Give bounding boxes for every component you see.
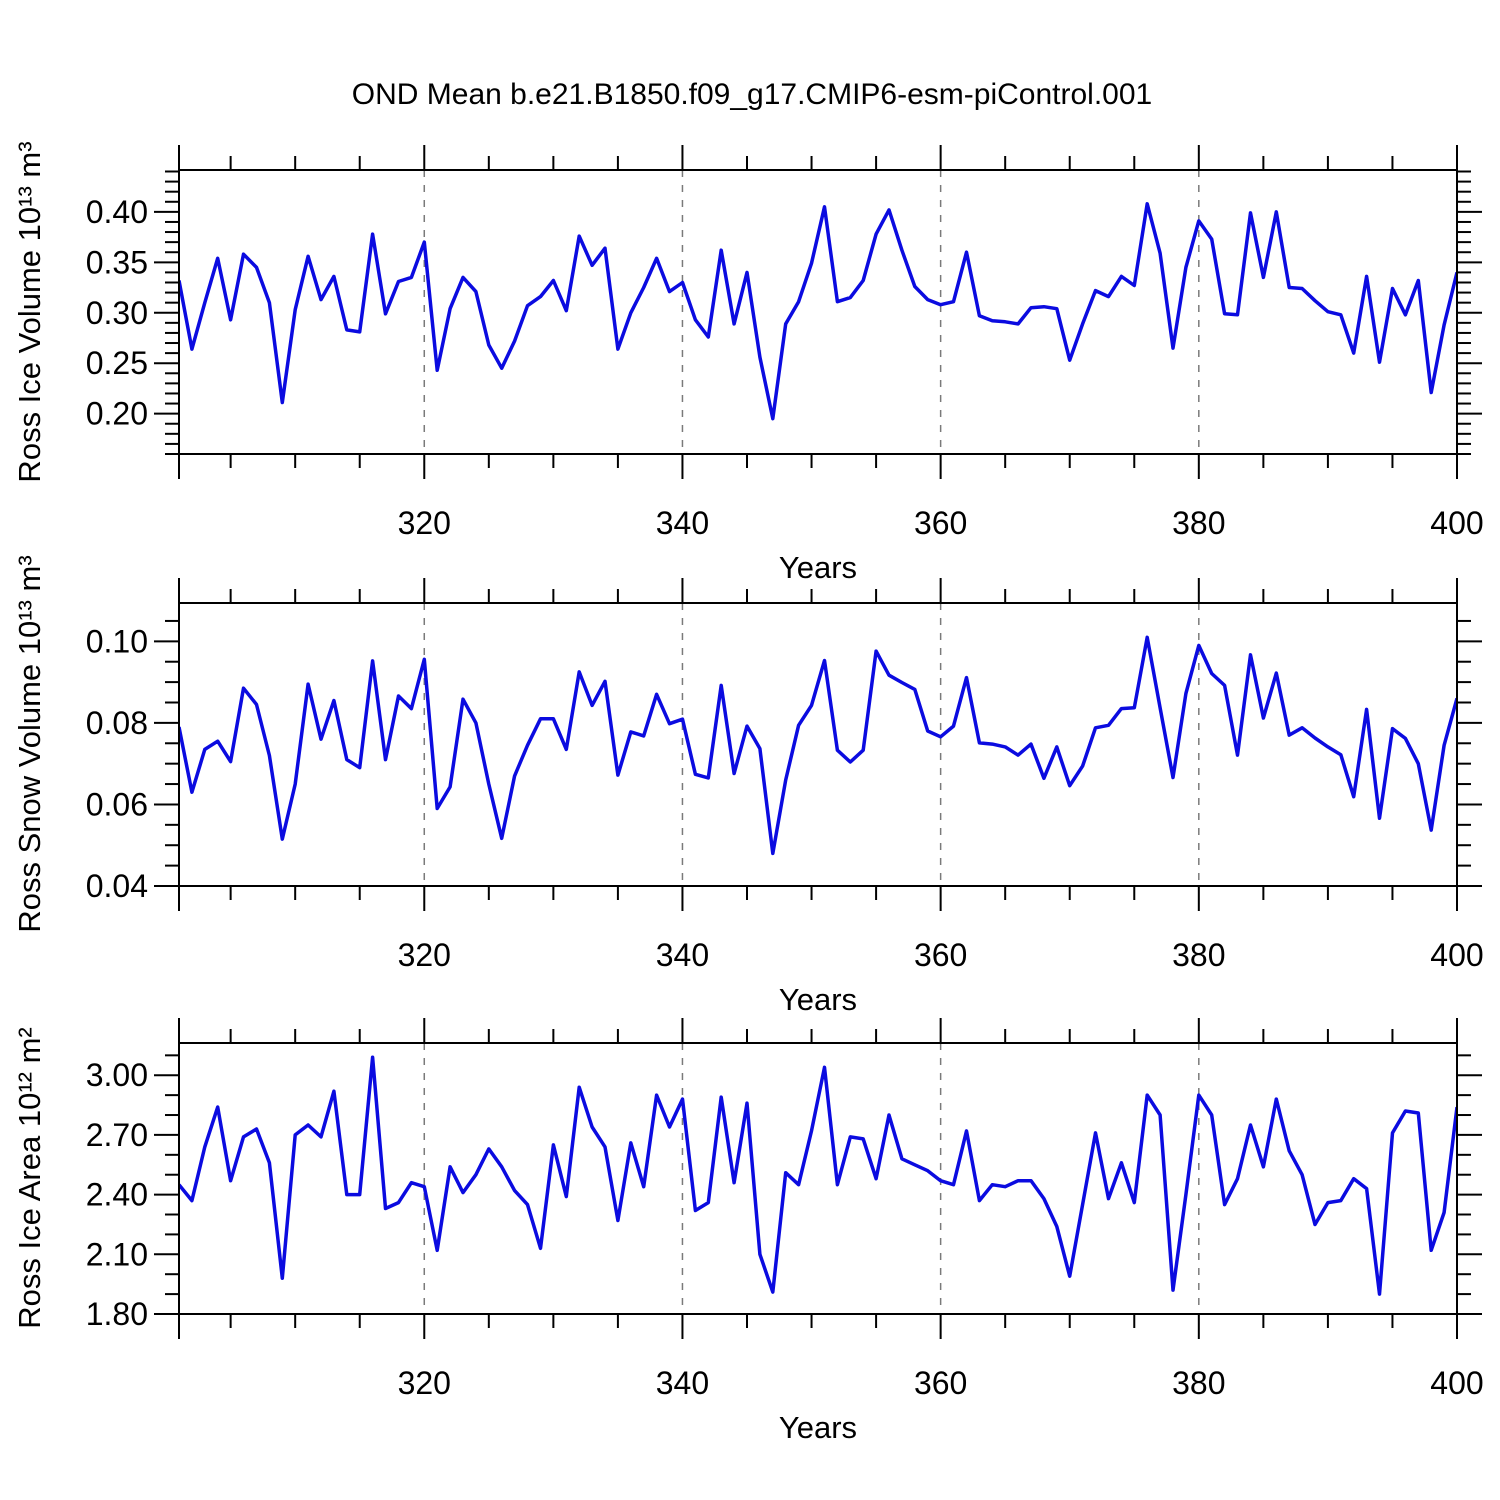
y-tick-label: 0.08	[86, 705, 148, 741]
y-tick-label: 0.35	[86, 244, 148, 280]
x-tick-label: 340	[656, 505, 709, 541]
y-tick-label: 1.80	[86, 1296, 148, 1332]
axis-ticks	[154, 1018, 1482, 1339]
series-line-ross-ice-volume	[178, 202, 1458, 421]
x-tick-label: 360	[914, 505, 967, 541]
y-tick-label: 2.70	[86, 1117, 148, 1153]
x-tick-label: 320	[398, 937, 451, 973]
plot-box	[178, 169, 1458, 455]
x-tick-label: 400	[1430, 1365, 1483, 1401]
panel-ross-ice-volume: 320 340 360 380 400 0.20 0.25 0.30 0.35 0.40	[86, 145, 1484, 541]
y-axis-title-ice-area: Ross Ice Area 10¹² m²	[12, 1027, 47, 1329]
x-tick-label: 380	[1172, 505, 1225, 541]
axis-ticks	[154, 145, 1482, 479]
series-line-ross-snow-volume	[178, 635, 1458, 856]
y-tick-label: 0.04	[86, 868, 148, 904]
x-tick-label: 360	[914, 1365, 967, 1401]
y-tick-label: 0.06	[86, 786, 148, 822]
chart-title: OND Mean b.e21.B1850.f09_g17.CMIP6-esm-p…	[351, 78, 1153, 111]
x-axis-title-panel-1: Years	[778, 550, 858, 585]
x-tick-label: 400	[1430, 505, 1483, 541]
gridlines	[423, 1043, 1200, 1314]
tick-labels: 320 340 360 380 400 1.80 2.10 2.40 2.70 3.00	[86, 1057, 1484, 1401]
y-tick-label: 0.30	[86, 295, 148, 331]
panel-ross-snow-volume: 320 340 360 380 400 0.04 0.06 0.08 0.10	[86, 578, 1484, 973]
x-tick-label: 380	[1172, 1365, 1225, 1401]
y-tick-label: 0.10	[86, 623, 148, 659]
tick-labels: 320 340 360 380 400 0.04 0.06 0.08 0.10	[86, 623, 1484, 973]
x-tick-label: 380	[1172, 937, 1225, 973]
y-axis-title-ice-volume: Ross Ice Volume 10¹³ m³	[12, 141, 47, 483]
plot-box	[178, 602, 1458, 887]
panel-ross-ice-area: 320 340 360 380 400 1.80 2.10 2.40 2.70 3.00	[86, 1018, 1484, 1401]
gridlines	[423, 170, 1200, 454]
y-tick-label: 3.00	[86, 1057, 148, 1093]
series-line-ross-ice-area	[178, 1055, 1458, 1296]
tick-labels: 320 340 360 380 400 0.20 0.25 0.30 0.35 0.40	[86, 194, 1484, 541]
plot-box	[178, 1042, 1458, 1315]
y-tick-label: 2.40	[86, 1177, 148, 1213]
y-tick-label: 0.20	[86, 396, 148, 432]
x-tick-label: 400	[1430, 937, 1483, 973]
y-tick-label: 2.10	[86, 1236, 148, 1272]
x-tick-label: 340	[656, 937, 709, 973]
y-tick-label: 0.25	[86, 345, 148, 381]
axis-ticks	[154, 578, 1482, 911]
y-tick-label: 0.40	[86, 194, 148, 230]
x-axis-title-panel-3: Years	[778, 1410, 858, 1445]
x-tick-label: 320	[398, 1365, 451, 1401]
x-axis-title-panel-2: Years	[778, 982, 858, 1017]
x-tick-label: 320	[398, 505, 451, 541]
y-axis-title-snow-volume: Ross Snow Volume 10¹³ m³	[12, 555, 47, 933]
x-tick-label: 360	[914, 937, 967, 973]
x-tick-label: 340	[656, 1365, 709, 1401]
gridlines	[423, 603, 1200, 886]
